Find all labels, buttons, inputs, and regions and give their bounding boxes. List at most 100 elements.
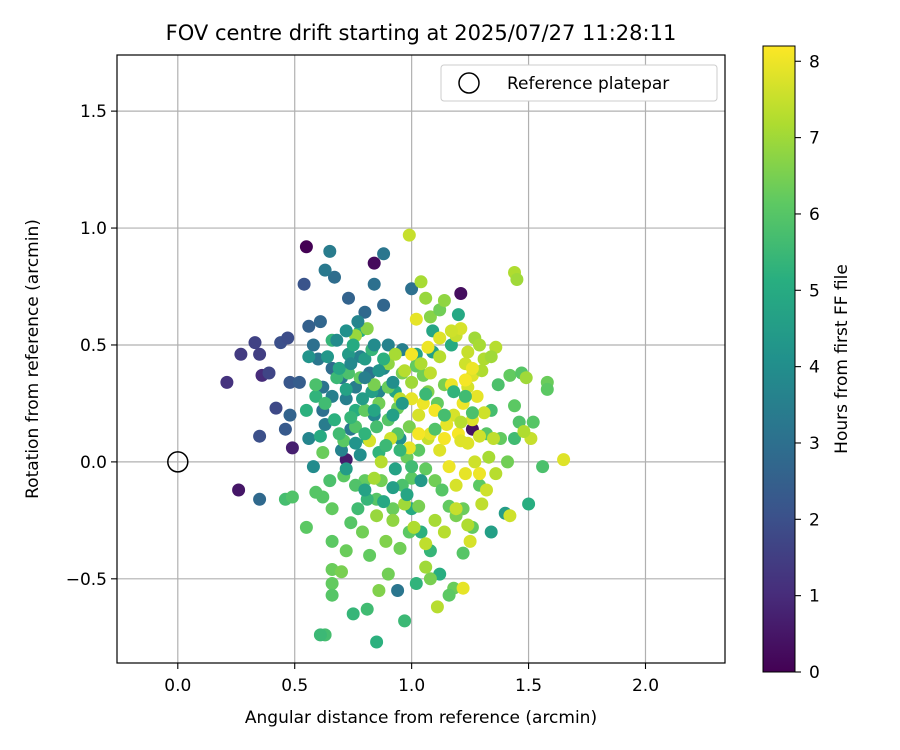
colorbar-tick-label: 4 [809,358,820,378]
data-point [491,378,505,392]
data-point [437,525,451,539]
legend-marker [458,72,480,94]
data-point [517,425,531,438]
data-point [449,478,463,492]
data-point [335,565,348,579]
data-point [313,315,327,329]
data-point [302,319,316,333]
data-point [451,308,465,322]
data-point [442,588,456,602]
data-point [358,305,372,319]
data-point [339,462,353,476]
data-point [278,422,292,436]
data-point [283,408,297,422]
data-point [299,520,313,534]
data-point [414,474,428,488]
data-point [475,497,489,511]
data-point [325,502,339,516]
data-point [370,420,384,434]
data-point [351,315,365,329]
data-point [374,455,388,469]
data-point [414,275,428,289]
data-point [473,467,486,481]
data-point [510,273,524,286]
data-point [428,422,442,436]
data-point [508,399,521,413]
data-point [487,432,500,445]
data-point [332,427,346,441]
data-point [323,244,337,258]
data-point [358,371,372,385]
data-point [412,427,426,441]
x-tick-label: 1.5 [515,676,542,696]
data-point [367,277,381,291]
data-point [309,389,323,403]
data-point [367,256,381,270]
colorbar-tick-label: 8 [809,52,820,72]
data-point [503,509,517,523]
data-point [309,485,323,499]
data-point [344,516,358,530]
data-point [220,375,234,389]
data-point [454,415,468,429]
colorbar: 0 1 2 3 4 5 6 7 8 Hours from first FF file [762,45,852,683]
data-point [321,350,334,364]
data-point [435,483,449,497]
data-point [480,483,493,497]
data-point [395,396,409,410]
data-point [328,413,341,427]
data-point [306,460,320,474]
data-point [391,584,405,597]
data-point [377,247,391,261]
data-point [356,392,369,406]
colorbar-gradient [762,45,796,673]
data-point [367,338,381,352]
data-point [232,483,246,497]
data-point [316,446,330,459]
data-point [372,584,386,597]
y-tick-label: 1.5 [80,102,107,122]
data-point [468,455,482,469]
data-point [353,448,367,462]
data-points [220,228,571,649]
y-tick-label: 0.0 [80,453,107,473]
y-tick-label: −0.5 [66,570,107,590]
data-point [318,396,332,410]
data-point [428,474,442,488]
legend-label: Reference platepar [507,74,669,94]
data-point [398,364,412,378]
data-point [421,340,435,354]
data-point [370,635,384,649]
data-point [344,357,358,371]
data-point [388,462,402,476]
data-point [379,534,393,548]
data-point [332,361,346,375]
data-point [377,298,391,312]
data-point [536,460,550,474]
data-point [430,600,444,614]
data-point [349,436,362,450]
data-point [482,450,496,464]
data-point [358,483,372,497]
data-point [473,338,486,352]
data-point [346,338,360,352]
grid [117,55,725,663]
data-point [454,434,468,448]
legend: Reference platepar [440,64,718,102]
data-point [405,460,419,474]
data-point [386,481,400,495]
data-point [367,378,381,392]
y-axis-label: Rotation from reference (arcmin) [23,219,43,499]
x-tick-label: 1.0 [398,676,425,696]
data-point [508,432,521,445]
data-point [522,497,536,511]
data-point [297,277,311,291]
data-point [414,357,428,371]
data-point [360,602,374,616]
data-point [437,408,451,422]
x-tick-label: 0.0 [164,676,191,696]
data-point [318,263,332,277]
data-point [393,443,407,457]
data-point [489,467,503,481]
